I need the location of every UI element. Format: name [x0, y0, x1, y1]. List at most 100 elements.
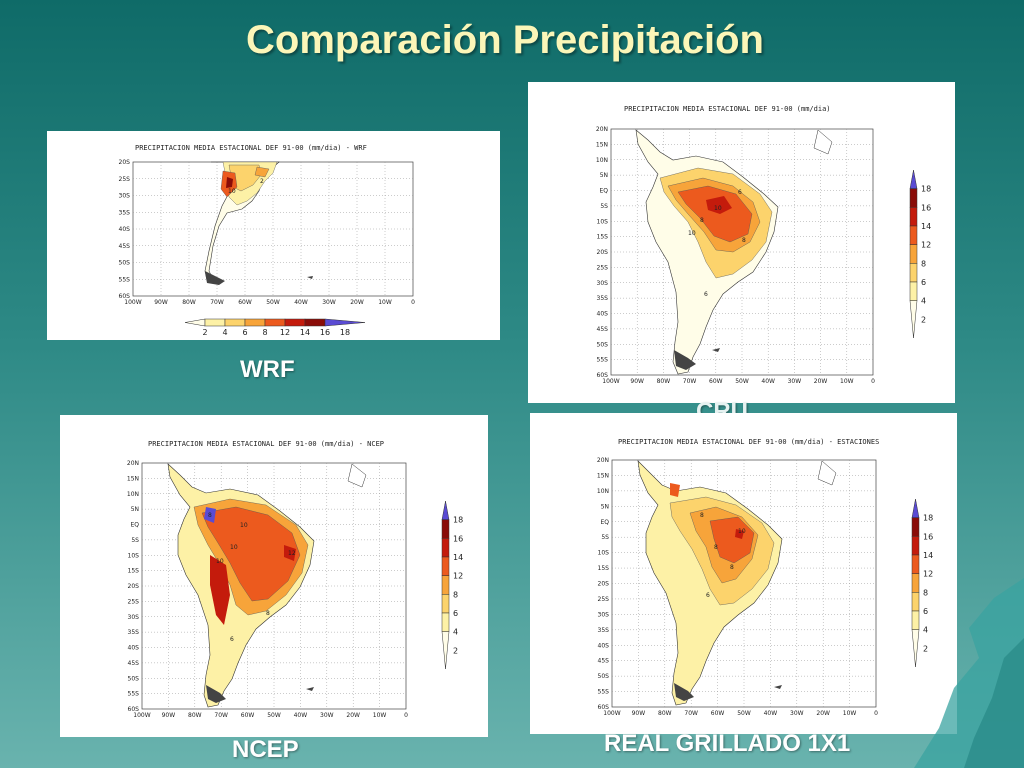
lon-tick-label: 10W: [373, 712, 387, 719]
lat-tick-label: 30S: [128, 614, 140, 621]
lat-tick-label: 25S: [597, 264, 609, 271]
longitude-labels: 100W 90W 80W 70W 60W 50W 40W 30W 20W 10W 0: [602, 378, 875, 385]
contour-label: 10: [216, 558, 224, 565]
lon-tick-label: 20W: [816, 710, 830, 717]
lat-tick-label: 25S: [598, 596, 610, 603]
precip-zone-8-12: [709, 516, 755, 564]
lat-tick-label: 50S: [119, 260, 131, 267]
land-africa-edge: [817, 460, 837, 486]
colorbar-swatch: [244, 318, 266, 327]
lat-tick-label: 30S: [119, 193, 131, 200]
colorbar-level-label: 2: [453, 646, 458, 655]
latitude-labels: 20S 25S 30S 35S 40S 45S 50S 55S 60S: [119, 159, 131, 300]
contour-label: 6: [706, 592, 710, 599]
colorbar-level-label: 8: [923, 588, 928, 597]
colorbar-swatch: [441, 556, 450, 576]
lon-tick-label: 70W: [683, 378, 697, 385]
contour-label: 8: [742, 237, 746, 244]
lon-tick-label: 100W: [602, 378, 619, 385]
vertical-colorbar: 18 16 14 12 8 6 4 2: [909, 169, 931, 339]
lat-tick-label: 40S: [119, 226, 131, 233]
lat-tick-label: 30S: [598, 611, 610, 618]
wrf-map-panel: PRECIPITACION MEDIA ESTACIONAL DEF 91-00…: [47, 131, 500, 340]
estaciones-map-panel: PRECIPITACION MEDIA ESTACIONAL DEF 91-00…: [530, 413, 957, 734]
colorbar-swatch: [264, 318, 286, 327]
lon-tick-label: 50W: [266, 299, 280, 306]
precip-zone-8-12: [677, 185, 753, 243]
colorbar-level-label: 6: [242, 328, 247, 337]
lat-tick-label: 45S: [598, 658, 610, 665]
ncep-map-panel: PRECIPITACION MEDIA ESTACIONAL DEF 91-00…: [60, 415, 488, 737]
lat-tick-label: 10S: [128, 552, 140, 559]
colorbar-level-label: 16: [923, 532, 933, 541]
lat-tick-label: EQ: [600, 519, 609, 526]
lat-tick-label: 45S: [597, 326, 609, 333]
land-africa-edge: [347, 463, 367, 488]
land-tierra-del-fuego: [674, 683, 694, 701]
colorbar-arrow-bottom: [909, 300, 918, 339]
lat-tick-label: 10S: [598, 550, 610, 557]
precip-zone-12-14: [735, 529, 744, 539]
lat-tick-label: 5N: [131, 506, 139, 513]
lat-tick-label: 60S: [128, 706, 140, 713]
lon-tick-label: 20W: [350, 299, 364, 306]
lat-tick-label: 15N: [597, 472, 609, 479]
lon-tick-label: 40W: [294, 712, 308, 719]
colorbar-level-label: 14: [300, 328, 310, 337]
lon-tick-label: 50W: [735, 378, 749, 385]
lat-tick-label: 35S: [597, 295, 609, 302]
precip-zone-18: [204, 507, 216, 523]
map-title: PRECIPITACION MEDIA ESTACIONAL DEF 91-00…: [618, 438, 879, 446]
colorbar-level-label: 18: [921, 185, 931, 194]
lat-tick-label: 55S: [598, 689, 610, 696]
colorbar-arrow-top: [909, 169, 918, 189]
lat-tick-label: 15N: [596, 141, 608, 148]
lat-tick-label: 55S: [128, 691, 140, 698]
wrf-caption: WRF: [240, 356, 295, 383]
lat-tick-label: 20S: [128, 583, 140, 590]
land-islas-malvinas: [712, 348, 720, 352]
latitude-labels: 20N 15N 10N 5N EQ 5S 10S 15S 20S 25S 30S 35S 40S 45S 5…: [596, 126, 608, 379]
lon-tick-label: 90W: [154, 299, 168, 306]
colorbar-level-label: 4: [921, 297, 926, 306]
lon-tick-label: 30W: [788, 378, 802, 385]
lon-tick-label: 70W: [214, 712, 228, 719]
lat-tick-label: 10S: [597, 218, 609, 225]
colorbar-level-label: 12: [453, 572, 463, 581]
lat-tick-label: 60S: [119, 293, 131, 300]
colorbar-level-label: 12: [923, 570, 933, 579]
estaciones-caption: REAL GRILLADO 1X1: [604, 730, 851, 757]
land-islas-malvinas: [306, 687, 314, 691]
lon-tick-label: 80W: [188, 712, 202, 719]
lat-tick-label: 60S: [597, 372, 609, 379]
lat-tick-label: 60S: [598, 704, 610, 711]
lon-tick-label: 60W: [241, 712, 255, 719]
lat-tick-label: 20S: [598, 581, 610, 588]
contour-label: 10: [228, 188, 236, 195]
lat-tick-label: 50S: [597, 341, 609, 348]
lon-tick-label: 60W: [238, 299, 252, 306]
colorbar-level-label: 14: [453, 553, 463, 562]
lon-tick-label: 10W: [840, 378, 854, 385]
lon-tick-label: 100W: [124, 299, 141, 306]
colorbar-level-label: 18: [923, 514, 933, 523]
lat-tick-label: 35S: [598, 627, 610, 634]
land-tierra-del-fuego: [205, 271, 225, 285]
colorbar-level-label: 4: [453, 628, 458, 637]
lon-tick-label: 0: [871, 378, 875, 385]
lat-tick-label: 10N: [596, 157, 608, 164]
lon-tick-label: 30W: [790, 710, 804, 717]
lon-tick-label: 100W: [133, 712, 150, 719]
lat-tick-label: 15S: [128, 568, 140, 575]
longitude-labels: 100W 90W 80W 70W 60W 50W 40W 30W 20W 10W 0: [603, 710, 878, 717]
colorbar-swatch: [304, 318, 326, 327]
precip-zone-12-14: [284, 545, 296, 561]
lat-tick-label: 25S: [119, 176, 131, 183]
contour-label: 10: [240, 522, 248, 529]
lat-tick-label: 5S: [600, 203, 608, 210]
lat-tick-label: 45S: [119, 243, 131, 250]
colorbar-swatch: [441, 594, 450, 614]
colorbar-swatch: [441, 612, 450, 632]
lat-tick-label: 15S: [598, 565, 610, 572]
lat-tick-label: 5S: [131, 537, 139, 544]
